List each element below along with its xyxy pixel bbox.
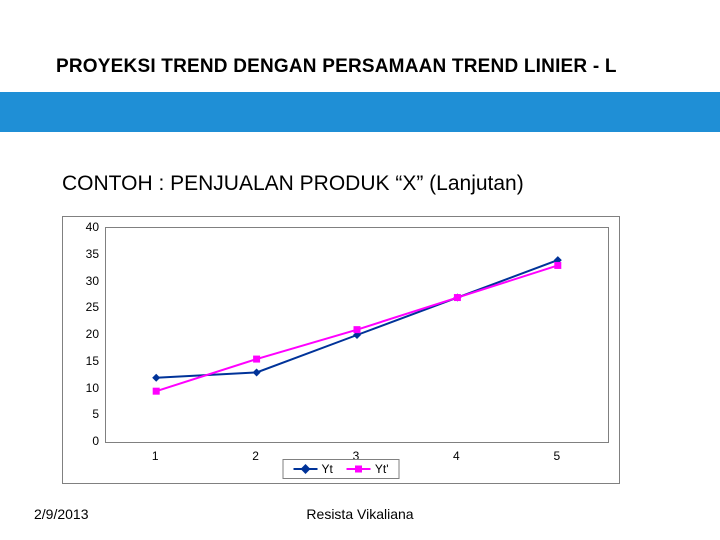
legend-item: Yt' — [347, 462, 389, 476]
legend: Yt Yt' — [283, 459, 400, 479]
y-tick-label: 10 — [69, 381, 99, 395]
legend-label: Yt — [322, 462, 333, 476]
plot-area — [105, 227, 609, 443]
y-tick-label: 5 — [69, 407, 99, 421]
legend-swatch — [294, 468, 318, 470]
series-line — [156, 260, 558, 378]
legend-swatch — [347, 468, 371, 470]
subtitle: CONTOH : PENJUALAN PRODUK “X” (Lanjutan) — [62, 172, 524, 196]
marker-diamond — [152, 374, 160, 382]
y-tick-label: 25 — [69, 300, 99, 314]
legend-item: Yt — [294, 462, 333, 476]
legend-label: Yt' — [375, 462, 389, 476]
x-tick-label: 2 — [246, 449, 266, 463]
x-tick-label: 5 — [547, 449, 567, 463]
x-tick-label: 1 — [145, 449, 165, 463]
y-tick-label: 0 — [69, 434, 99, 448]
square-icon — [355, 466, 362, 473]
marker-square — [253, 356, 260, 363]
marker-square — [454, 294, 461, 301]
y-tick-label: 30 — [69, 274, 99, 288]
y-tick-label: 35 — [69, 247, 99, 261]
footer-author: Resista Vikaliana — [306, 506, 413, 522]
diamond-icon — [301, 464, 311, 474]
marker-square — [153, 388, 160, 395]
chart-svg — [106, 228, 608, 442]
page-title: PROYEKSI TREND DENGAN PERSAMAAN TREND LI… — [56, 56, 617, 78]
marker-square — [354, 326, 361, 333]
y-tick-label: 15 — [69, 354, 99, 368]
accent-bar — [0, 92, 720, 132]
x-tick-label: 4 — [446, 449, 466, 463]
chart-container: 0510152025303540 12345 YtYt' — [62, 216, 620, 484]
y-tick-label: 20 — [69, 327, 99, 341]
y-tick-label: 40 — [69, 220, 99, 234]
footer-date: 2/9/2013 — [34, 506, 89, 522]
marker-square — [554, 262, 561, 269]
marker-diamond — [253, 368, 261, 376]
slide: PROYEKSI TREND DENGAN PERSAMAAN TREND LI… — [0, 0, 720, 540]
